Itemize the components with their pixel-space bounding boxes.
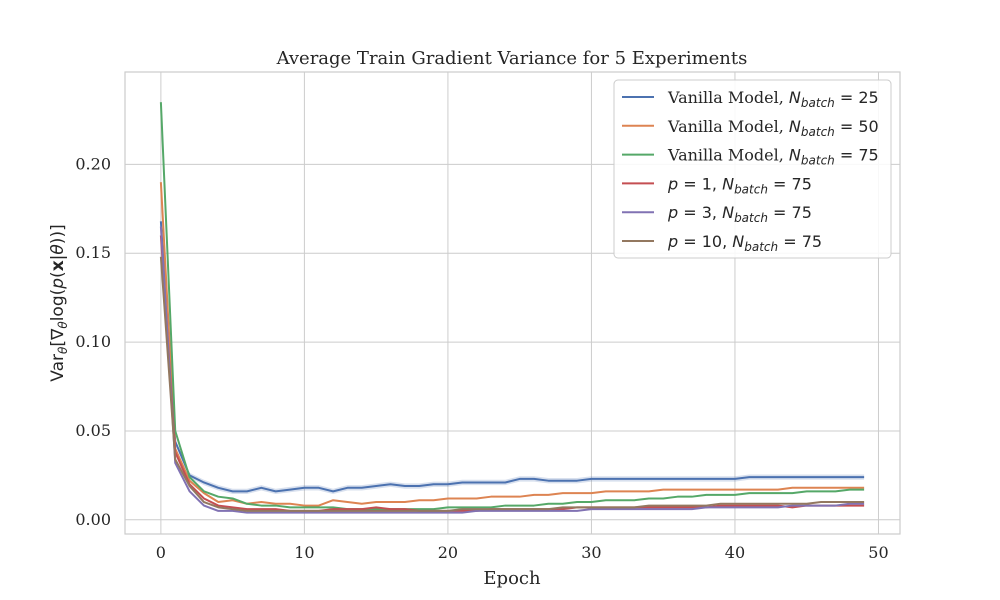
x-tick-label: 30 <box>581 543 601 562</box>
x-tick-label: 40 <box>725 543 745 562</box>
legend-label-2: Vanilla Model, Nbatch = 50 <box>667 117 879 139</box>
series-lines <box>159 102 865 514</box>
x-tick-label: 20 <box>438 543 458 562</box>
x-tick-label: 0 <box>156 543 166 562</box>
y-tick-labels: 0.00 0.05 0.10 0.15 0.20 <box>75 154 111 528</box>
y-tick-label: 0.15 <box>75 243 111 262</box>
chart-title: Average Train Gradient Variance for 5 Ex… <box>276 48 748 69</box>
x-tick-label: 50 <box>868 543 888 562</box>
legend: Vanilla Model, Nbatch = 25 Vanilla Model,… <box>613 79 892 259</box>
legend-label-3: Vanilla Model, Nbatch = 75 <box>667 146 879 168</box>
series-line-1 <box>159 221 865 493</box>
y-tick-label: 0.00 <box>75 510 111 529</box>
series-line-3 <box>159 102 865 511</box>
series-line-5 <box>159 226 865 514</box>
series-line-2 <box>159 182 865 507</box>
legend-box <box>613 79 892 259</box>
x-tick-label: 10 <box>294 543 314 562</box>
y-axis-label: Varθ[∇θlog(p(x|θ))] <box>48 224 70 381</box>
plot-frame <box>124 71 901 535</box>
x-axis-label: Epoch <box>483 568 541 589</box>
x-tick-labels: 0 10 20 30 40 50 <box>156 543 889 562</box>
legend-label-1: Vanilla Model, Nbatch = 25 <box>667 88 879 110</box>
y-tick-label: 0.20 <box>75 154 111 173</box>
y-tick-label: 0.05 <box>75 421 111 440</box>
legend-label-6: p = 10, Nbatch = 75 <box>667 232 822 254</box>
legend-label-5: p = 3, Nbatch = 75 <box>667 203 812 225</box>
legend-label-4: p = 1, Nbatch = 75 <box>667 174 812 196</box>
series-line-6 <box>159 256 865 512</box>
y-tick-label: 0.10 <box>75 332 111 351</box>
